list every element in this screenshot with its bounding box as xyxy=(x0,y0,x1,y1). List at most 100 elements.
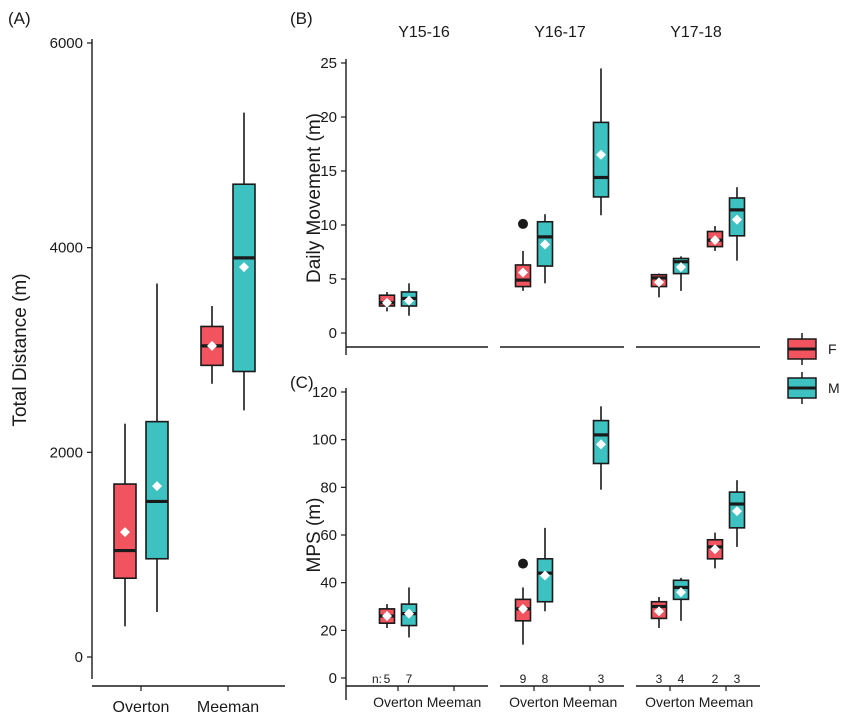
panel-a-box-overton-f xyxy=(113,423,137,627)
panel-b: 0 5 10 15 20 25 (B) Daily Movement (m) Y15-16 Y16… xyxy=(290,9,760,355)
panel-c-box-overton-m xyxy=(672,577,690,621)
panel-b-y-axis-title: Daily Movement (m) xyxy=(304,113,325,283)
legend: FM xyxy=(787,333,840,404)
panel-c-x-tick-label: Meeman xyxy=(427,694,481,710)
panel-c-x-tick-label: Overton xyxy=(645,694,695,710)
panel-a-y-tick-label: 4000 xyxy=(50,240,83,257)
panel-c-y-tick-label: 80 xyxy=(320,479,337,496)
panel-c-n-label: 9 xyxy=(520,672,527,686)
panel-a: 0 2000 4000 6000 (A) Total Distance (m) Overto… xyxy=(8,9,285,716)
panel-c-x-tick-label: Meeman xyxy=(563,694,617,710)
panel-c-label: (C) xyxy=(290,373,314,392)
panel-b-label: (B) xyxy=(290,9,313,28)
mean-marker xyxy=(404,295,414,306)
panel-c-n-label: 3 xyxy=(734,672,741,686)
panel-c-box-overton-m xyxy=(536,527,554,612)
panel-a-x-tick-label: Overton xyxy=(113,699,170,716)
mean-marker xyxy=(382,297,392,308)
panel-c-box-overton-f xyxy=(378,604,396,628)
mean-marker xyxy=(676,262,686,273)
mean-marker xyxy=(596,439,606,450)
panel-c-y-axis-title: MPS (m) xyxy=(304,498,325,573)
panel-b-box-overton-f xyxy=(514,218,532,291)
panel-c-n-label: 5 xyxy=(384,672,391,686)
panel-b-box-overton-f xyxy=(650,273,668,298)
panel-a-y-tick-label: 0 xyxy=(75,649,83,666)
panel-b-facet-label: Y17-18 xyxy=(670,24,722,41)
panel-c-n-label: 4 xyxy=(678,672,685,686)
panel-c-box-meeman-f xyxy=(706,532,724,569)
panel-b-facet-label: Y15-16 xyxy=(398,24,450,41)
outlier-point xyxy=(518,218,528,229)
panel-c-n-label: 3 xyxy=(598,672,605,686)
panel-a-y-tick-label: 6000 xyxy=(50,35,83,52)
mean-marker xyxy=(239,262,249,273)
panel-c-n-prefix: n: xyxy=(372,672,382,686)
panel-b-box-overton-m xyxy=(536,214,554,284)
panel-c-n-label: 8 xyxy=(542,672,549,686)
legend-item-m: M xyxy=(787,372,840,404)
mean-marker xyxy=(654,277,664,288)
panel-a-x-tick-label: Meeman xyxy=(197,699,259,716)
panel-b-y-tick-label: 25 xyxy=(320,55,337,72)
panel-c-y-tick-label: 40 xyxy=(320,575,337,592)
panel-b-y-tick-label: 0 xyxy=(329,325,337,342)
mean-marker xyxy=(596,149,606,160)
mean-marker xyxy=(654,606,664,617)
legend-label: F xyxy=(828,341,837,357)
mean-marker xyxy=(518,267,528,278)
panel-c-x-tick-label: Overton xyxy=(509,694,559,710)
panel-b-facet-label: Y16-17 xyxy=(534,24,586,41)
panel-c-y-tick-label: 120 xyxy=(312,384,337,401)
mean-marker xyxy=(382,611,392,622)
mean-marker xyxy=(732,506,742,517)
mean-marker xyxy=(710,235,720,246)
panel-c-n-label: 7 xyxy=(406,672,413,686)
mean-marker xyxy=(540,570,550,581)
panel-c-box-meeman-m xyxy=(592,406,610,490)
mean-marker xyxy=(518,603,528,614)
mean-marker xyxy=(710,544,720,555)
panel-b-y-tick-label: 10 xyxy=(320,217,337,234)
panel-b-box-meeman-m xyxy=(728,187,746,261)
panel-c-x-tick-label: Overton xyxy=(373,694,423,710)
panel-b-box-overton-m xyxy=(672,256,690,291)
outlier-point xyxy=(518,558,528,569)
panel-a-y-tick-label: 2000 xyxy=(50,444,83,461)
panel-c-box-overton-m xyxy=(400,587,418,638)
panel-b-y-tick-label: 15 xyxy=(320,163,337,180)
panel-b-y-tick-label: 5 xyxy=(329,271,337,288)
panel-a-label: (A) xyxy=(8,9,31,28)
mean-marker xyxy=(404,608,414,619)
panel-b-box-overton-m xyxy=(400,283,418,316)
panel-b-y-tick-label: 20 xyxy=(320,109,337,126)
panel-c-n-label: 3 xyxy=(656,672,663,686)
panel-b-box-meeman-m xyxy=(592,68,610,216)
panel-c-box-meeman-m xyxy=(728,480,746,547)
panel-a-y-axis-title: Total Distance (m) xyxy=(10,273,31,426)
panel-c-box-overton-f xyxy=(514,558,532,645)
panel-c-y-tick-label: 60 xyxy=(320,527,337,544)
legend-item-f: F xyxy=(787,333,837,365)
panel-c-n-label: 2 xyxy=(712,672,719,686)
mean-marker xyxy=(732,214,742,225)
legend-label: M xyxy=(828,380,840,396)
panel-a-box-meeman-f xyxy=(200,305,224,384)
panel-c-box-overton-f xyxy=(650,596,668,628)
mean-marker xyxy=(207,340,217,351)
panel-a-box-overton-m xyxy=(145,283,169,612)
panel-c-y-tick-label: 0 xyxy=(329,670,337,687)
mean-marker xyxy=(540,239,550,250)
mean-marker xyxy=(152,481,162,492)
panel-c-y-tick-label: 100 xyxy=(312,432,337,449)
mean-marker xyxy=(120,527,130,538)
panel-b-box-overton-f xyxy=(378,291,396,312)
panel-a-box-meeman-m xyxy=(232,112,256,411)
box-iqr xyxy=(232,183,256,373)
panel-c-y-tick-label: 20 xyxy=(320,622,337,639)
panel-b-box-meeman-f xyxy=(706,226,724,251)
mean-marker xyxy=(676,587,686,598)
panel-c-x-tick-label: Meeman xyxy=(699,694,753,710)
